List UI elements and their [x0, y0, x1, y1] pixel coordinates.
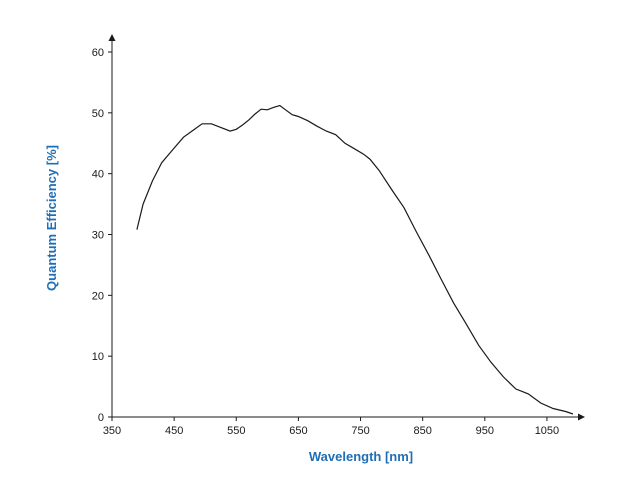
- x-tick-label: 1050: [535, 425, 559, 437]
- ticks: 350 450 550 650 750 850 950 1050 0 10 20 30 40 50 60: [92, 47, 559, 437]
- y-tick-label: 20: [92, 290, 104, 302]
- y-tick-label: 30: [92, 230, 104, 242]
- x-tick-label: 850: [413, 425, 431, 437]
- x-tick-label: 450: [165, 425, 183, 437]
- y-tick-label: 10: [92, 351, 104, 363]
- y-axis-arrow: [108, 34, 116, 41]
- y-tick-label: 0: [98, 412, 104, 424]
- qe-curve: [136, 104, 574, 415]
- axes: [108, 34, 585, 421]
- x-tick-label: 350: [103, 425, 121, 437]
- x-axis-title: Wavelength [nm]: [309, 449, 413, 464]
- y-tick-label: 60: [92, 47, 104, 59]
- x-tick-label: 550: [227, 425, 245, 437]
- x-tick-label: 650: [289, 425, 307, 437]
- x-axis-arrow: [578, 413, 585, 421]
- x-tick-label: 950: [476, 425, 494, 437]
- y-tick-label: 50: [92, 108, 104, 120]
- x-tick-label: 750: [351, 425, 369, 437]
- y-tick-label: 40: [92, 169, 104, 181]
- y-axis-title: Quantum Efficiency [%]: [44, 145, 59, 291]
